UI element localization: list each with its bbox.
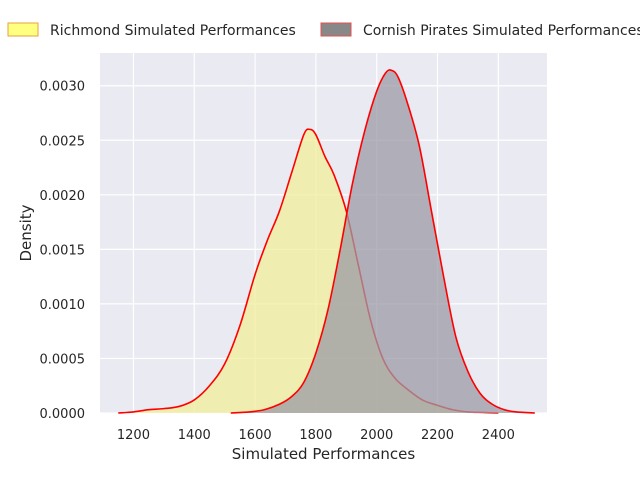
x-tick-labels: 1200 1400 1600 1800 2000 2200 2400: [117, 428, 515, 443]
x-tick-label: 1600: [239, 428, 272, 443]
y-tick-label: 0.0010: [40, 298, 86, 313]
x-tick-label: 1200: [117, 428, 150, 443]
legend: Richmond Simulated Performances Cornish P…: [7, 22, 640, 39]
y-tick-label: 0.0015: [40, 243, 86, 258]
x-tick-label: 1800: [299, 428, 332, 443]
y-tick-label: 0.0030: [40, 80, 86, 95]
legend-swatch-2: [320, 22, 352, 37]
y-tick-labels: 0.0000 0.0005 0.0010 0.0015 0.0020 0.0025 0.00…: [40, 80, 86, 422]
x-tick-label: 2400: [482, 428, 515, 443]
legend-swatch-1: [7, 22, 39, 37]
y-tick-label: 0.0020: [40, 189, 86, 204]
y-tick-label: 0.0025: [40, 134, 86, 149]
series-line-2: [230, 69, 535, 414]
y-tick-label: 0.0005: [40, 352, 86, 367]
series-area-1: [118, 129, 499, 413]
series-layer: [118, 69, 535, 414]
legend-label-2: Cornish Pirates Simulated Performances: [363, 23, 640, 39]
y-tick-label: 0.0000: [40, 407, 86, 422]
y-axis-label: Density: [17, 204, 35, 261]
legend-label-1: Richmond Simulated Performances: [50, 23, 296, 39]
x-tick-label: 1400: [178, 428, 211, 443]
x-axis-label: Simulated Performances: [232, 445, 416, 463]
series-area-2: [230, 69, 535, 413]
x-tick-label: 2000: [360, 428, 393, 443]
x-tick-label: 2200: [421, 428, 454, 443]
